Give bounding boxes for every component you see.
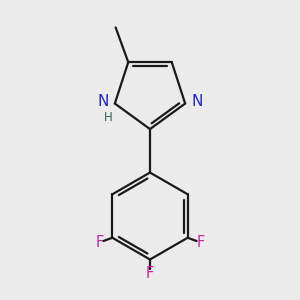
Text: N: N — [98, 94, 109, 109]
Text: F: F — [146, 266, 154, 281]
Text: F: F — [95, 235, 103, 250]
Text: N: N — [191, 94, 203, 109]
Text: H: H — [104, 111, 113, 124]
Text: F: F — [196, 235, 205, 250]
